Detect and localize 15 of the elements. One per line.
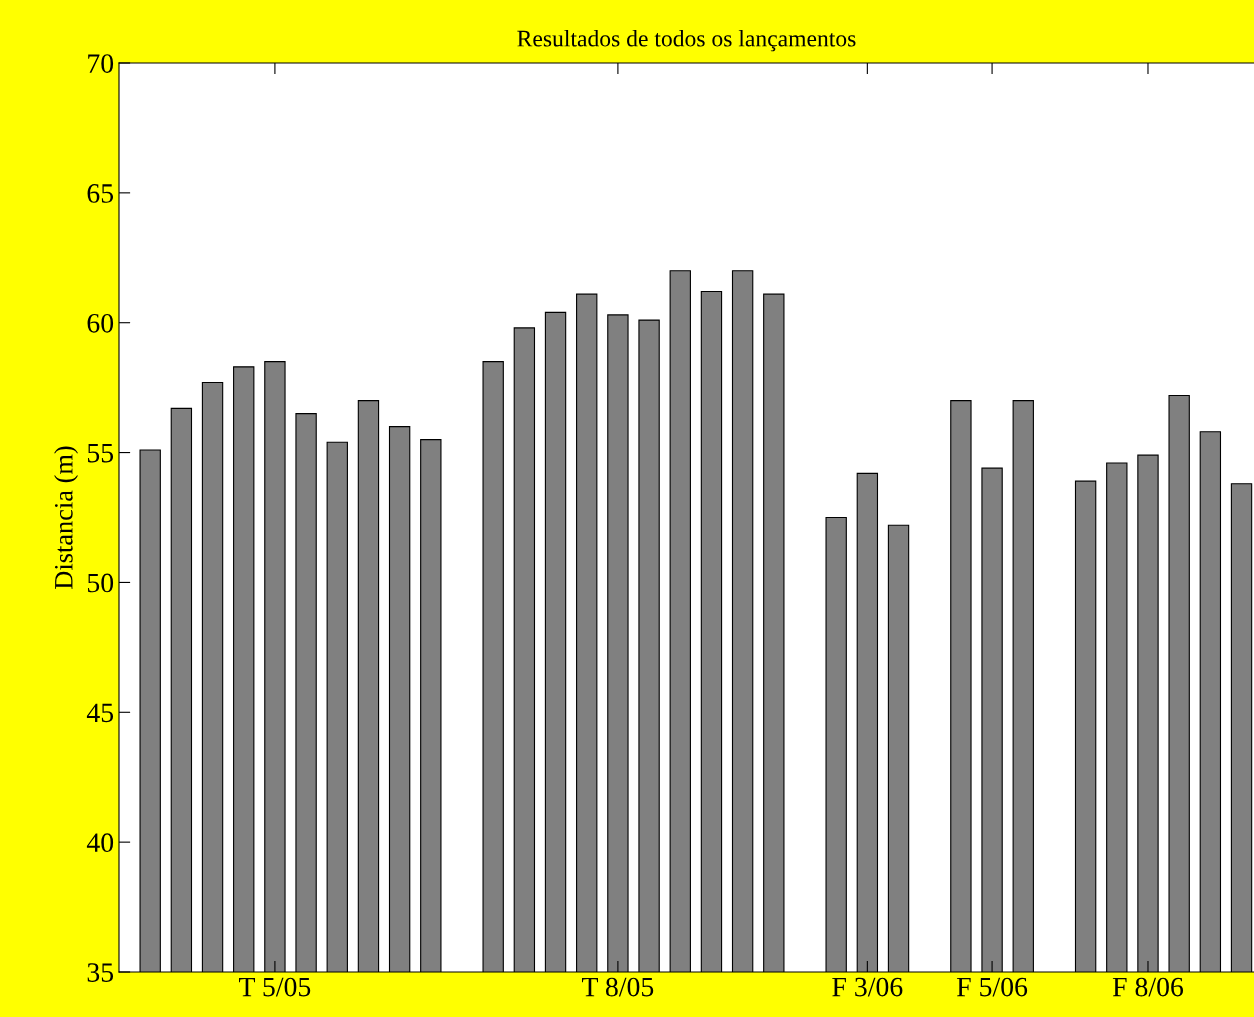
y-tick-label: 35 — [87, 963, 114, 982]
y-axis-title: Distancia (m) — [54, 446, 79, 589]
y-tick-label: 60 — [87, 313, 114, 333]
x-tick-label: T 5/05 — [239, 977, 311, 997]
y-tick-label: 65 — [87, 184, 114, 203]
y-tick-label: 55 — [87, 444, 114, 463]
y-tick-label: 40 — [86, 833, 114, 853]
chart-title: Resultados de todos os lançamentos — [517, 29, 856, 52]
x-tick-label: F 3/06 — [832, 977, 903, 997]
y-tick-label: 70 — [88, 54, 114, 73]
y-tick-label: 45 — [86, 703, 114, 723]
y-tick-label: 50 — [87, 573, 114, 593]
x-tick-label: F 5/06 — [956, 977, 1028, 997]
x-tick-label: F 8/06 — [1112, 977, 1184, 997]
x-tick-label: T 8/05 — [582, 977, 654, 997]
